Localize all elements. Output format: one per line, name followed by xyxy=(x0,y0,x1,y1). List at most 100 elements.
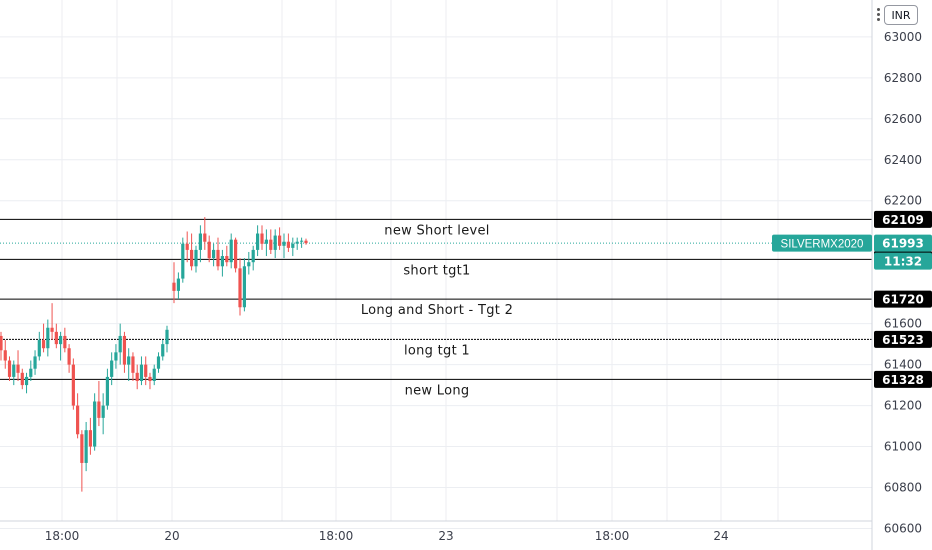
candle-body xyxy=(63,335,67,349)
level-price-tag: 61328 xyxy=(874,370,932,388)
candle-body xyxy=(110,360,114,377)
candle-body xyxy=(84,430,88,463)
level-tag-bg xyxy=(874,210,932,228)
price-tick-label: 62600 xyxy=(884,112,922,126)
candle-body xyxy=(286,241,290,248)
level-label: short tgt1 xyxy=(403,263,470,278)
candle-body xyxy=(105,376,110,406)
level-lines: new Short level short tgt1 Long and Short … xyxy=(0,218,872,398)
level-tag-bg xyxy=(874,370,932,388)
candle-body xyxy=(16,364,20,373)
candle-body xyxy=(135,372,139,382)
candle-body xyxy=(29,368,33,377)
currency-badge[interactable]: INR xyxy=(884,5,918,25)
level-price-tag: 62109 xyxy=(874,210,932,228)
candle-body xyxy=(185,243,189,250)
candle-body xyxy=(50,327,54,332)
candle-body xyxy=(300,240,304,242)
time-tick-label: 24 xyxy=(713,529,728,543)
candle-body xyxy=(269,239,273,250)
level-tag-text: 62109 xyxy=(882,213,924,227)
level-tag-bg xyxy=(874,290,932,308)
candle-body xyxy=(247,262,251,267)
price-tick-label: 60600 xyxy=(884,521,922,535)
candle-body xyxy=(114,352,118,361)
time-tick-label: 20 xyxy=(164,529,179,543)
candle-body xyxy=(7,360,12,377)
time-tick-label: 18:00 xyxy=(319,529,354,543)
candle-body xyxy=(161,344,165,357)
level-price-tag: 61720 xyxy=(874,290,932,308)
price-tick-label: 61200 xyxy=(884,399,922,413)
candle-body xyxy=(97,401,101,418)
countdown-bg xyxy=(874,252,932,270)
candle-body xyxy=(131,356,135,373)
candle-body xyxy=(172,282,176,291)
candle-body xyxy=(88,430,92,447)
candle-body xyxy=(12,364,16,377)
candle-body xyxy=(144,364,148,377)
candle-body xyxy=(216,249,220,267)
current-price-tag: 61993 11:32 xyxy=(874,234,932,270)
level-tag-text: 61523 xyxy=(882,333,924,347)
level-tag-text: 61328 xyxy=(882,373,924,387)
candle-body xyxy=(118,335,122,353)
candle-body xyxy=(181,243,185,279)
candle-body xyxy=(67,348,71,365)
candle-body xyxy=(80,434,84,463)
candle-body xyxy=(234,239,238,269)
candlestick-series xyxy=(0,217,308,492)
candle-body xyxy=(46,327,50,349)
countdown-text: 11:32 xyxy=(884,255,922,269)
candle-body xyxy=(212,249,216,259)
candle-body xyxy=(256,233,260,250)
candle-body xyxy=(304,240,308,244)
candle-body xyxy=(0,335,3,351)
candle-body xyxy=(194,249,198,267)
level-label: new Long xyxy=(405,383,470,398)
candle-body xyxy=(54,331,58,345)
candle-body xyxy=(273,235,277,250)
time-axis-ticks[interactable]: 18:00 20 18:00 23 18:00 24 xyxy=(45,529,729,543)
candle-body xyxy=(264,239,268,244)
candle-body xyxy=(58,335,63,345)
more-options-icon[interactable] xyxy=(877,8,880,22)
price-axis-ticks[interactable]: 63000 62800 62600 62400 62200 61600 61400 61200… xyxy=(884,30,922,536)
candle-body xyxy=(190,249,194,267)
level-price-tag: 61523 xyxy=(874,330,932,348)
price-tick-label: 61400 xyxy=(884,358,922,372)
candle-body xyxy=(76,405,80,435)
candle-body xyxy=(242,266,246,308)
symbol-tag-bg xyxy=(772,234,872,252)
candle-body xyxy=(152,368,156,382)
candle-body xyxy=(207,241,211,259)
price-tick-label: 63000 xyxy=(884,30,922,44)
candle-body xyxy=(101,405,105,418)
candle-body xyxy=(139,364,144,382)
chart-grid xyxy=(0,0,872,529)
symbol-tag: SILVERMX2020 xyxy=(772,234,872,252)
candle-body xyxy=(127,356,131,365)
candle-body xyxy=(225,256,229,263)
price-tick-label: 61600 xyxy=(884,317,922,331)
price-tick-label: 62800 xyxy=(884,71,922,85)
candle-body xyxy=(148,376,152,382)
current-tag-text: 61993 xyxy=(882,237,924,251)
price-tags: 62109619146172061523613286199311:32SILVE… xyxy=(772,210,932,388)
level-label: new Short level xyxy=(384,223,489,238)
candle-body xyxy=(251,249,255,263)
candle-body xyxy=(24,376,29,386)
candle-body xyxy=(37,340,41,357)
candle-body xyxy=(3,350,7,361)
level-label: long tgt 1 xyxy=(404,343,470,358)
level-label: Long and Short - Tgt 2 xyxy=(361,303,513,318)
candle-body xyxy=(220,256,224,267)
candle-body xyxy=(260,233,264,244)
candle-body xyxy=(71,364,75,406)
candle-body xyxy=(198,233,202,250)
candle-body xyxy=(291,243,295,248)
time-tick-label: 23 xyxy=(438,529,453,543)
price-tick-label: 62200 xyxy=(884,194,922,208)
candle-body xyxy=(93,401,97,447)
